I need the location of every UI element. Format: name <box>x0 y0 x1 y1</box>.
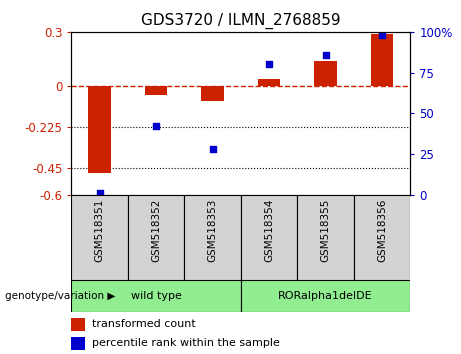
Bar <box>184 195 241 280</box>
Bar <box>71 337 85 350</box>
Bar <box>354 195 410 280</box>
Bar <box>371 34 393 86</box>
Title: GDS3720 / ILMN_2768859: GDS3720 / ILMN_2768859 <box>141 13 341 29</box>
Text: GSM518352: GSM518352 <box>151 199 161 262</box>
Bar <box>89 86 111 173</box>
Text: GSM518353: GSM518353 <box>207 199 218 262</box>
Point <box>378 32 386 38</box>
Bar <box>145 86 167 95</box>
Text: GSM518356: GSM518356 <box>377 199 387 262</box>
Point <box>266 62 273 67</box>
Bar <box>71 195 128 280</box>
Text: GSM518351: GSM518351 <box>95 199 105 262</box>
Bar <box>297 195 354 280</box>
Bar <box>71 318 85 331</box>
Point <box>209 146 216 152</box>
Text: GSM518354: GSM518354 <box>264 199 274 262</box>
Point <box>96 190 103 196</box>
Text: percentile rank within the sample: percentile rank within the sample <box>92 338 280 348</box>
Point <box>153 124 160 129</box>
Bar <box>314 61 337 86</box>
Text: GSM518355: GSM518355 <box>320 199 331 262</box>
Text: transformed count: transformed count <box>92 319 195 329</box>
Text: genotype/variation ▶: genotype/variation ▶ <box>5 291 115 301</box>
Text: RORalpha1delDE: RORalpha1delDE <box>278 291 373 301</box>
Bar <box>241 195 297 280</box>
Point <box>322 52 329 57</box>
Bar <box>128 195 184 280</box>
Bar <box>71 280 241 312</box>
Text: wild type: wild type <box>131 291 182 301</box>
Bar <box>201 86 224 101</box>
Bar <box>241 280 410 312</box>
Bar <box>258 79 280 86</box>
